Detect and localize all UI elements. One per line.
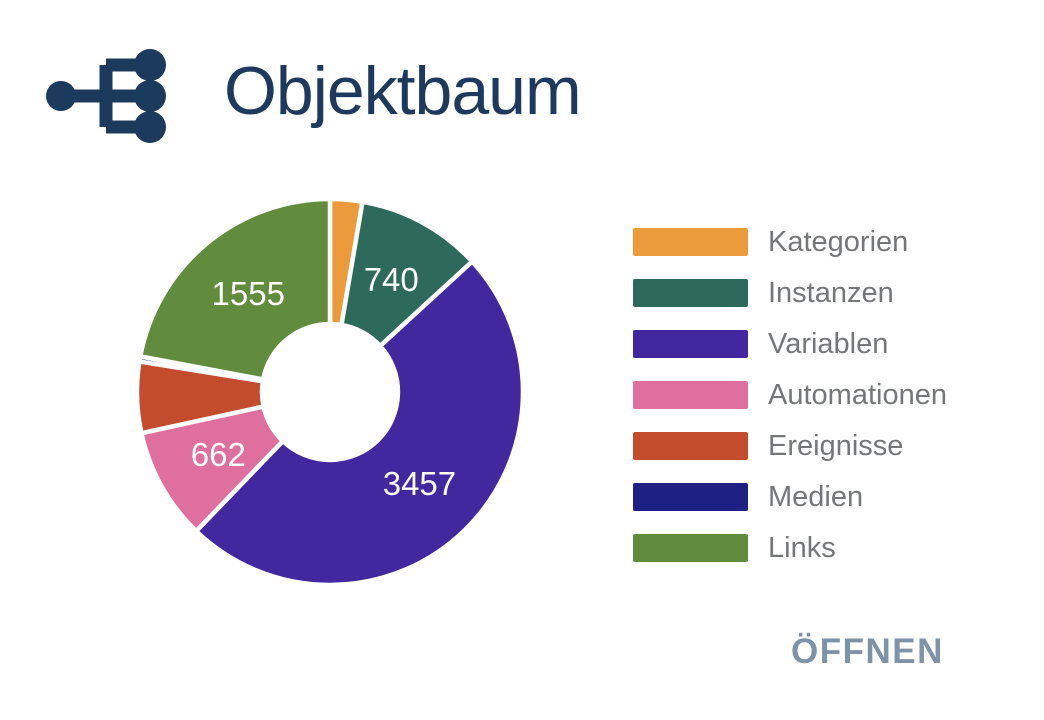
slice-value-label: 1555 xyxy=(212,275,285,312)
slice-value-label: 3457 xyxy=(383,465,456,502)
legend-swatch xyxy=(633,228,748,256)
legend-label: Medien xyxy=(768,481,864,513)
legend-swatch xyxy=(633,432,748,460)
slice-value-label: 740 xyxy=(364,261,419,298)
legend-item-ereignisse[interactable]: Ereignisse xyxy=(633,430,947,462)
legend-swatch xyxy=(633,381,748,409)
legend-item-instanzen[interactable]: Instanzen xyxy=(633,277,947,309)
legend-label: Kategorien xyxy=(768,226,909,258)
card-title: Objektbaum xyxy=(224,53,582,129)
legend-swatch xyxy=(633,330,748,358)
slice-value-label: 662 xyxy=(191,436,246,473)
legend-swatch xyxy=(633,279,748,307)
legend-item-automationen[interactable]: Automationen xyxy=(633,379,947,411)
legend-item-variablen[interactable]: Variablen xyxy=(633,328,947,360)
chart-legend: Kategorien Instanzen Variablen Automationen… xyxy=(633,226,947,564)
object-tree-icon xyxy=(46,49,166,143)
legend-item-links[interactable]: Links xyxy=(633,532,947,564)
legend-label: Links xyxy=(768,532,836,564)
legend-item-kategorien[interactable]: Kategorien xyxy=(633,226,947,258)
donut-slice-variablen[interactable] xyxy=(193,259,525,587)
legend-label: Instanzen xyxy=(768,277,894,309)
donut-slice-links[interactable] xyxy=(138,197,333,382)
legend-label: Variablen xyxy=(768,328,889,360)
legend-label: Ereignisse xyxy=(768,430,904,462)
legend-swatch xyxy=(633,483,748,511)
legend-item-medien[interactable]: Medien xyxy=(633,481,947,513)
legend-swatch xyxy=(633,534,748,562)
open-button[interactable]: ÖFFNEN xyxy=(791,632,944,671)
donut-chart-svg: 740 3457 662 1555 xyxy=(135,197,525,587)
legend-label: Automationen xyxy=(768,379,947,411)
